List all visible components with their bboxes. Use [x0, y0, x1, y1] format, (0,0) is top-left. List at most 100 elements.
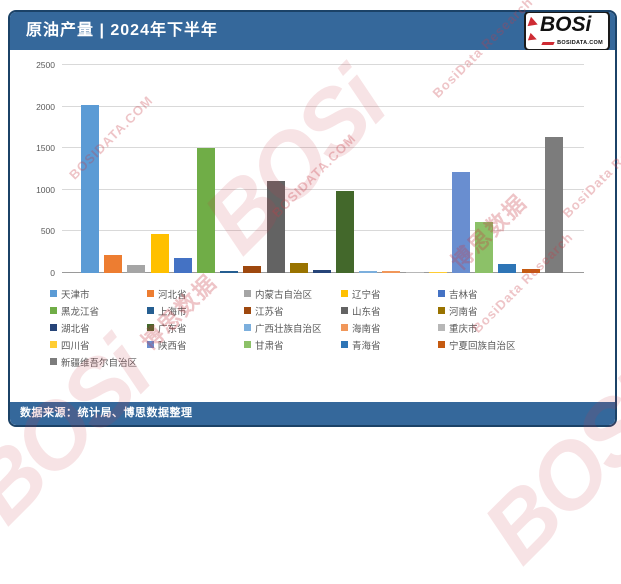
legend-marker-icon — [438, 307, 445, 314]
legend-marker-icon — [341, 307, 348, 314]
legend-item-陕西省: 陕西省 — [147, 336, 244, 353]
legend-marker-icon — [438, 290, 445, 297]
legend-item-上海市: 上海市 — [147, 302, 244, 319]
legend-marker-icon — [244, 341, 251, 348]
legend-marker-icon — [244, 290, 251, 297]
legend-item-湖北省: 湖北省 — [50, 319, 147, 336]
logo-dash-icon — [541, 42, 555, 45]
legend-item-宁夏回族自治区: 宁夏回族自治区 — [438, 336, 535, 353]
legend-item-天津市: 天津市 — [50, 285, 147, 302]
bar-山东省 — [266, 180, 285, 273]
legend-item-山东省: 山东省 — [341, 302, 438, 319]
legend-label: 新疆维吾尔自治区 — [61, 357, 138, 369]
legend-marker-icon — [50, 358, 57, 365]
gridline-2500 — [62, 64, 584, 65]
logo-triangle-icon — [527, 16, 540, 30]
legend-label: 山东省 — [352, 306, 381, 318]
legend-label: 天津市 — [61, 289, 90, 301]
legend-item-重庆市: 重庆市 — [438, 319, 535, 336]
y-tick-label: 1500 — [36, 143, 55, 154]
legend-label: 陕西省 — [158, 340, 187, 352]
legend-item-黑龙江省: 黑龙江省 — [50, 302, 147, 319]
legend-marker-icon — [50, 324, 57, 331]
legend-item-江苏省: 江苏省 — [244, 302, 341, 319]
legend-marker-icon — [244, 324, 251, 331]
bars-container — [81, 65, 563, 273]
bar-青海省 — [498, 264, 517, 273]
legend-marker-icon — [341, 341, 348, 348]
legend-marker-icon — [50, 290, 57, 297]
legend-marker-icon — [50, 307, 57, 314]
legend-label: 宁夏回族自治区 — [449, 340, 516, 352]
bar-陕西省 — [452, 171, 470, 273]
legend-item-青海省: 青海省 — [341, 336, 438, 353]
legend-marker-icon — [50, 341, 57, 348]
bar-甘肃省 — [475, 222, 494, 273]
bar-吉林省 — [173, 257, 192, 273]
page-title: 原油产量 | 2024年下半年 — [26, 22, 218, 39]
footer-bar: 数据来源：统计局、博思数据整理 — [10, 402, 615, 425]
bar-黑龙江省 — [196, 148, 215, 273]
bar-新疆维吾尔自治区 — [544, 136, 563, 273]
legend-label: 内蒙古自治区 — [255, 289, 313, 301]
legend-item-河北省: 河北省 — [147, 285, 244, 302]
legend-label: 海南省 — [352, 323, 381, 335]
bar-上海市 — [220, 270, 239, 273]
legend-item-新疆维吾尔自治区: 新疆维吾尔自治区 — [50, 353, 147, 370]
legend-marker-icon — [147, 290, 154, 297]
legend-item-海南省: 海南省 — [341, 319, 438, 336]
legend-label: 甘肃省 — [255, 340, 284, 352]
legend-marker-icon — [438, 324, 445, 331]
legend-item-甘肃省: 甘肃省 — [244, 336, 341, 353]
legend-label: 广西壮族自治区 — [255, 323, 322, 335]
legend-label: 上海市 — [158, 306, 187, 318]
data-source-label: 数据来源：统计局、博思数据整理 — [20, 407, 193, 419]
bar-广西壮族自治区 — [359, 271, 378, 273]
gridline-1500 — [62, 147, 584, 149]
bar-天津市 — [81, 105, 99, 273]
legend-item-内蒙古自治区: 内蒙古自治区 — [244, 285, 341, 302]
legend-label: 青海省 — [352, 340, 381, 352]
bar-湖北省 — [312, 270, 331, 273]
bar-河北省 — [104, 254, 123, 273]
legend: 天津市 河北省 内蒙古自治区 辽宁省 吉林省黑龙江省 上海市 江苏省 山东省 河南省湖北省 广东省… — [50, 285, 542, 370]
legend-item-辽宁省: 辽宁省 — [341, 285, 438, 302]
legend-label: 黑龙江省 — [61, 306, 100, 318]
y-tick-label: 500 — [40, 226, 55, 237]
logo-triangle-icon — [527, 32, 539, 44]
chart-card: 原油产量 | 2024年下半年 BOSi BOSIDATA.COM 天津市 河北省… — [8, 10, 617, 427]
legend-item-四川省: 四川省 — [50, 336, 147, 353]
chart-region: 天津市 河北省 内蒙古自治区 辽宁省 吉林省黑龙江省 上海市 江苏省 山东省 河南省湖北省 广东省… — [10, 50, 615, 407]
legend-label: 河南省 — [449, 306, 478, 318]
gridline-500 — [62, 230, 584, 232]
legend-marker-icon — [438, 341, 445, 348]
legend-label: 江苏省 — [255, 306, 284, 318]
y-tick-label: 2500 — [36, 60, 55, 70]
legend-item-吉林省: 吉林省 — [438, 285, 535, 302]
legend-marker-icon — [244, 307, 251, 314]
logo-text: BOSi — [540, 13, 592, 36]
bar-广东省 — [336, 191, 355, 273]
bar-四川省 — [428, 271, 447, 273]
legend-marker-icon — [147, 324, 154, 331]
legend-label: 四川省 — [61, 340, 90, 352]
legend-marker-icon — [341, 290, 348, 297]
bar-宁夏回族自治区 — [521, 268, 540, 273]
bar-辽宁省 — [150, 233, 169, 273]
header-bar: 原油产量 | 2024年下半年 BOSi BOSIDATA.COM — [10, 12, 615, 51]
bar-海南省 — [382, 270, 401, 273]
y-tick-label: 0 — [50, 268, 55, 278]
legend-marker-icon — [147, 341, 154, 348]
logo-domain: BOSIDATA.COM — [557, 40, 603, 46]
legend-label: 吉林省 — [449, 289, 478, 301]
gridline-2000 — [62, 105, 584, 107]
legend-item-广西壮族自治区: 广西壮族自治区 — [244, 319, 341, 336]
bosi-logo: BOSi BOSIDATA.COM — [524, 12, 610, 51]
bar-内蒙古自治区 — [127, 264, 146, 273]
plot-area — [62, 64, 584, 273]
legend-item-广东省: 广东省 — [147, 319, 244, 336]
y-tick-label: 2000 — [36, 101, 55, 112]
legend-label: 重庆市 — [449, 323, 478, 335]
legend-marker-icon — [147, 307, 154, 314]
